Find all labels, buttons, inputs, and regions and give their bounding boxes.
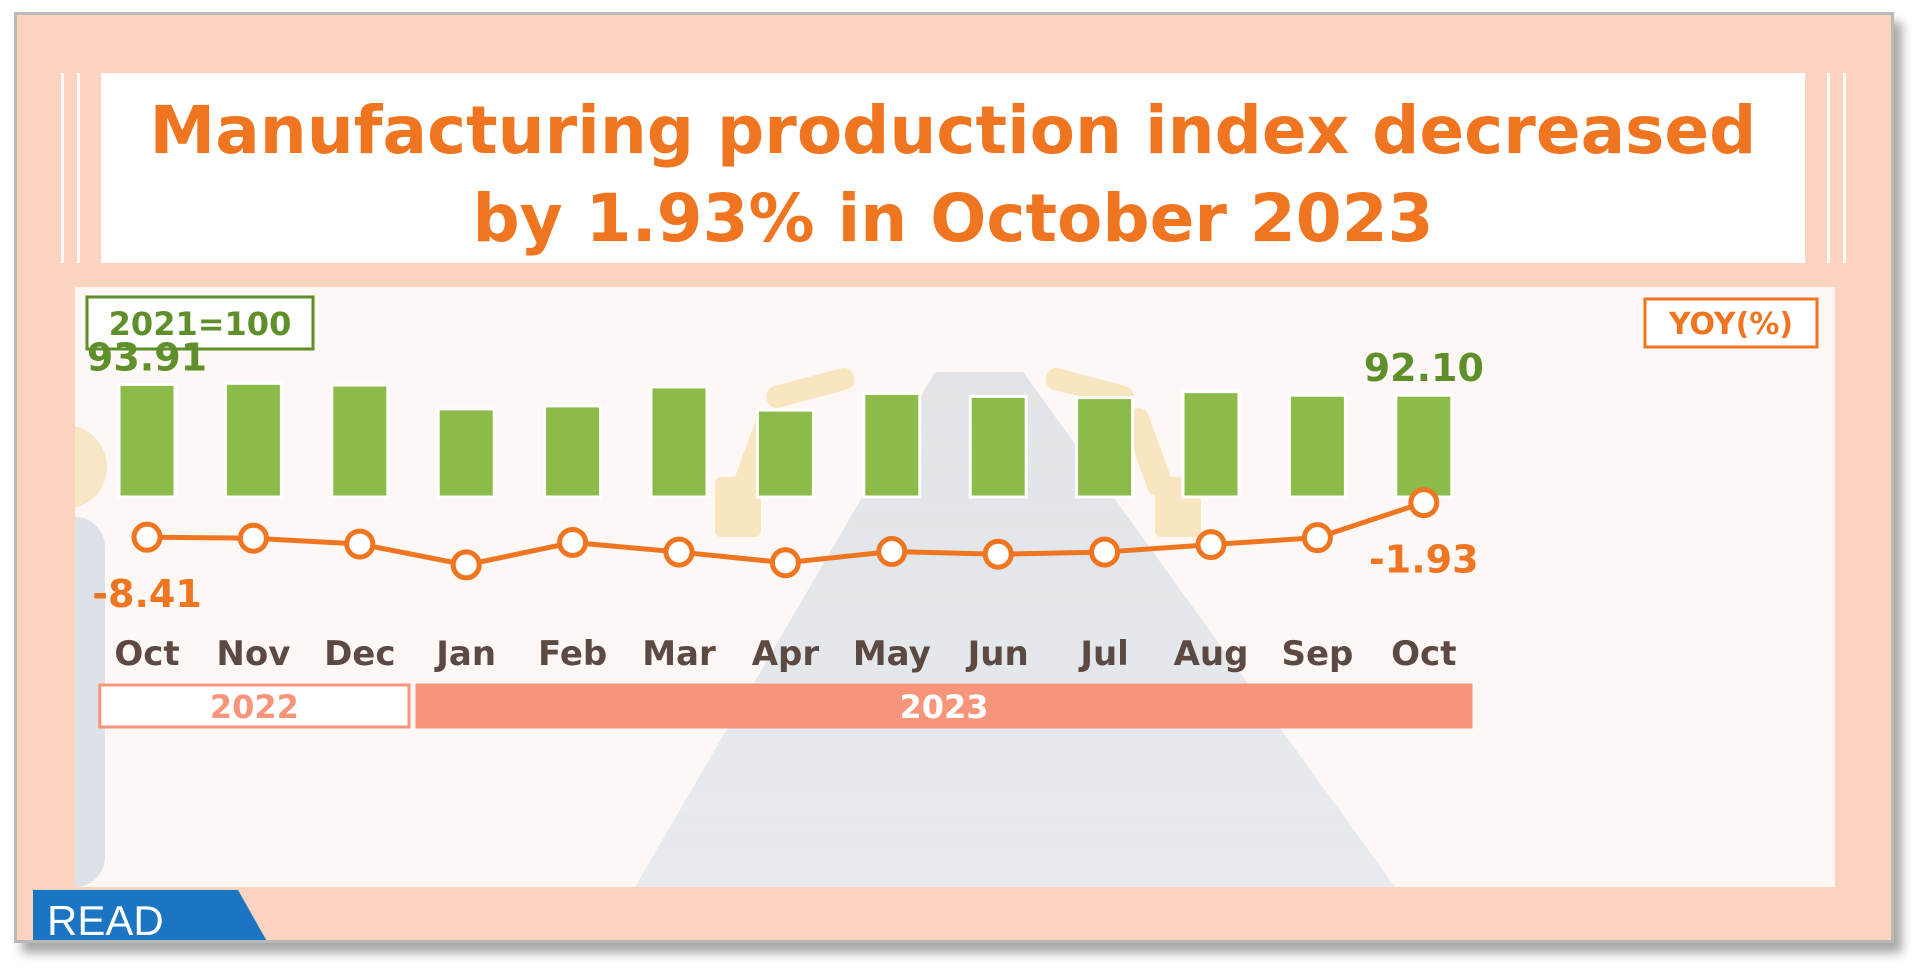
yoy-marker xyxy=(450,549,482,581)
chart-panel: 2021=100 YOY(%) 93.91 92.10 -8.41 -1.93 Oct… xyxy=(75,287,1835,887)
x-tick-label: Jul xyxy=(1078,634,1129,674)
x-tick-label: Aug xyxy=(1174,634,1249,674)
bar xyxy=(436,407,496,499)
bar xyxy=(755,408,815,499)
yoy-marker xyxy=(1089,536,1121,568)
index-base-label: 2021=100 xyxy=(109,305,292,343)
decor-stripe xyxy=(1843,73,1846,263)
yoy-marker xyxy=(663,536,695,568)
decor-stripe xyxy=(61,73,64,263)
yoy-marker xyxy=(876,536,908,568)
yoy-value-label: -8.41 xyxy=(92,572,202,616)
yoy-marker xyxy=(982,538,1014,570)
index-base-legend: 2021=100 xyxy=(85,295,315,351)
yoy-marker xyxy=(344,528,376,560)
x-tick-label: Feb xyxy=(538,634,607,674)
x-tick-label: Jan xyxy=(434,634,496,674)
yoy-marker xyxy=(1408,487,1440,519)
x-tick-label: Sep xyxy=(1281,634,1353,674)
bar xyxy=(649,385,709,499)
bar xyxy=(1287,393,1347,499)
bar xyxy=(1181,390,1241,499)
year-band-2022 xyxy=(98,683,411,729)
year-band-2023 xyxy=(415,683,1473,729)
infographic-frame: Manufacturing production index decreased… xyxy=(14,12,1894,943)
yoy-box xyxy=(1643,297,1819,349)
yoy-marker xyxy=(1301,522,1333,554)
page-title: Manufacturing production index decreased… xyxy=(101,87,1805,263)
data-labels: 93.91 92.10 -8.41 -1.93 xyxy=(87,335,1484,616)
x-tick-label: Apr xyxy=(752,634,820,674)
bar-series xyxy=(117,381,1454,499)
bar xyxy=(330,383,390,499)
bar xyxy=(543,404,603,499)
yoy-marker xyxy=(237,522,269,554)
bar xyxy=(968,394,1028,499)
bar xyxy=(1394,393,1454,499)
x-tick-label: Oct xyxy=(1391,634,1456,674)
yoy-marker xyxy=(557,526,589,558)
bar xyxy=(223,381,283,499)
chart: 2021=100 YOY(%) 93.91 92.10 -8.41 -1.93 Oct… xyxy=(75,295,1819,887)
index-base-box xyxy=(85,295,315,351)
bar xyxy=(862,391,922,499)
title-line-2: by 1.93% in October 2023 xyxy=(472,180,1434,257)
yoy-label: YOY(%) xyxy=(1668,307,1793,342)
yoy-legend: YOY(%) xyxy=(1643,297,1819,349)
yoy-marker xyxy=(1195,529,1227,561)
bar xyxy=(117,382,177,499)
yoy-value-label: -1.93 xyxy=(1369,538,1479,582)
decor-stripe xyxy=(1827,73,1830,263)
title-box: Manufacturing production index decreased… xyxy=(101,73,1805,263)
x-tick-label: Nov xyxy=(216,634,290,674)
x-tick-label: Mar xyxy=(642,634,716,674)
bar xyxy=(1075,396,1135,499)
yoy-series xyxy=(131,487,1440,581)
x-tick-label: Jun xyxy=(966,634,1029,674)
decor-stripe xyxy=(77,73,80,263)
year-label: 2023 xyxy=(899,688,988,726)
x-tick-label: Dec xyxy=(324,634,395,674)
yoy-marker xyxy=(769,547,801,579)
conveyor-belt xyxy=(635,372,1395,887)
x-tick-label: May xyxy=(853,634,931,674)
x-axis: Oct Nov Dec Jan Feb Mar Apr May Jun Jul Aug Sep Oct xyxy=(114,634,1456,674)
year-label: 2022 xyxy=(210,688,299,726)
worker-figure xyxy=(75,426,107,887)
x-tick-label: Oct xyxy=(114,634,179,674)
yoy-marker xyxy=(131,521,163,553)
read-button[interactable]: READ xyxy=(33,890,273,940)
bar-value-label: 92.10 xyxy=(1364,346,1484,390)
title-line-1: Manufacturing production index decreased xyxy=(149,92,1757,169)
year-band: 2022 2023 xyxy=(98,683,1473,729)
bar-value-label: 93.91 xyxy=(87,335,207,379)
